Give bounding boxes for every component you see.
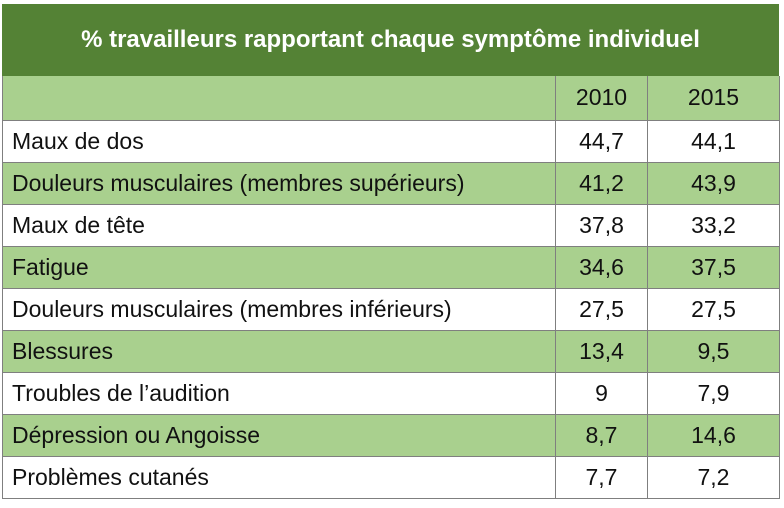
row-label: Fatigue — [2, 246, 556, 289]
value-cell-2010: 8,7 — [555, 414, 648, 457]
table-row: Maux de tête 37,8 33,2 — [2, 204, 780, 247]
table-row: Fatigue 34,6 37,5 — [2, 246, 780, 289]
table-header-row: 2010 2015 — [2, 76, 780, 121]
value-cell-2015: 7,9 — [647, 372, 780, 415]
row-label: Douleurs musculaires (membres supérieurs… — [2, 162, 556, 205]
row-label: Blessures — [2, 330, 556, 373]
table-row: Dépression ou Angoisse 8,7 14,6 — [2, 414, 780, 457]
value-cell-2010: 13,4 — [555, 330, 648, 373]
value-cell-2015: 9,5 — [647, 330, 780, 373]
value-cell-2015: 37,5 — [647, 246, 780, 289]
header-cell-label — [2, 76, 556, 121]
table-row: Maux de dos 44,7 44,1 — [2, 120, 780, 163]
row-label: Maux de tête — [2, 204, 556, 247]
value-cell-2010: 44,7 — [555, 120, 648, 163]
value-cell-2015: 7,2 — [647, 456, 780, 499]
value-cell-2010: 37,8 — [555, 204, 648, 247]
value-cell-2015: 33,2 — [647, 204, 780, 247]
table-row: Problèmes cutanés 7,7 7,2 — [2, 456, 780, 499]
value-cell-2010: 7,7 — [555, 456, 648, 499]
value-cell-2015: 43,9 — [647, 162, 780, 205]
value-cell-2015: 27,5 — [647, 288, 780, 331]
table-title: % travailleurs rapportant chaque symptôm… — [2, 4, 779, 76]
value-cell-2010: 9 — [555, 372, 648, 415]
value-cell-2010: 34,6 — [555, 246, 648, 289]
table-row: Douleurs musculaires (membres inférieurs… — [2, 288, 780, 331]
value-cell-2010: 41,2 — [555, 162, 648, 205]
row-label: Dépression ou Angoisse — [2, 414, 556, 457]
row-label: Problèmes cutanés — [2, 456, 556, 499]
table-body: 2010 2015 Maux de dos 44,7 44,1 Douleurs mu… — [2, 76, 780, 499]
table-row: Douleurs musculaires (membres supérieurs… — [2, 162, 780, 205]
header-cell-2015: 2015 — [647, 76, 780, 121]
row-label: Maux de dos — [2, 120, 556, 163]
row-label: Troubles de l’audition — [2, 372, 556, 415]
table-row: Troubles de l’audition 9 7,9 — [2, 372, 780, 415]
value-cell-2015: 44,1 — [647, 120, 780, 163]
row-label: Douleurs musculaires (membres inférieurs… — [2, 288, 556, 331]
symptom-table: 2010 2015 Maux de dos 44,7 44,1 Douleurs mu… — [2, 76, 780, 499]
header-cell-2010: 2010 — [555, 76, 648, 121]
value-cell-2010: 27,5 — [555, 288, 648, 331]
value-cell-2015: 14,6 — [647, 414, 780, 457]
table-row: Blessures 13,4 9,5 — [2, 330, 780, 373]
